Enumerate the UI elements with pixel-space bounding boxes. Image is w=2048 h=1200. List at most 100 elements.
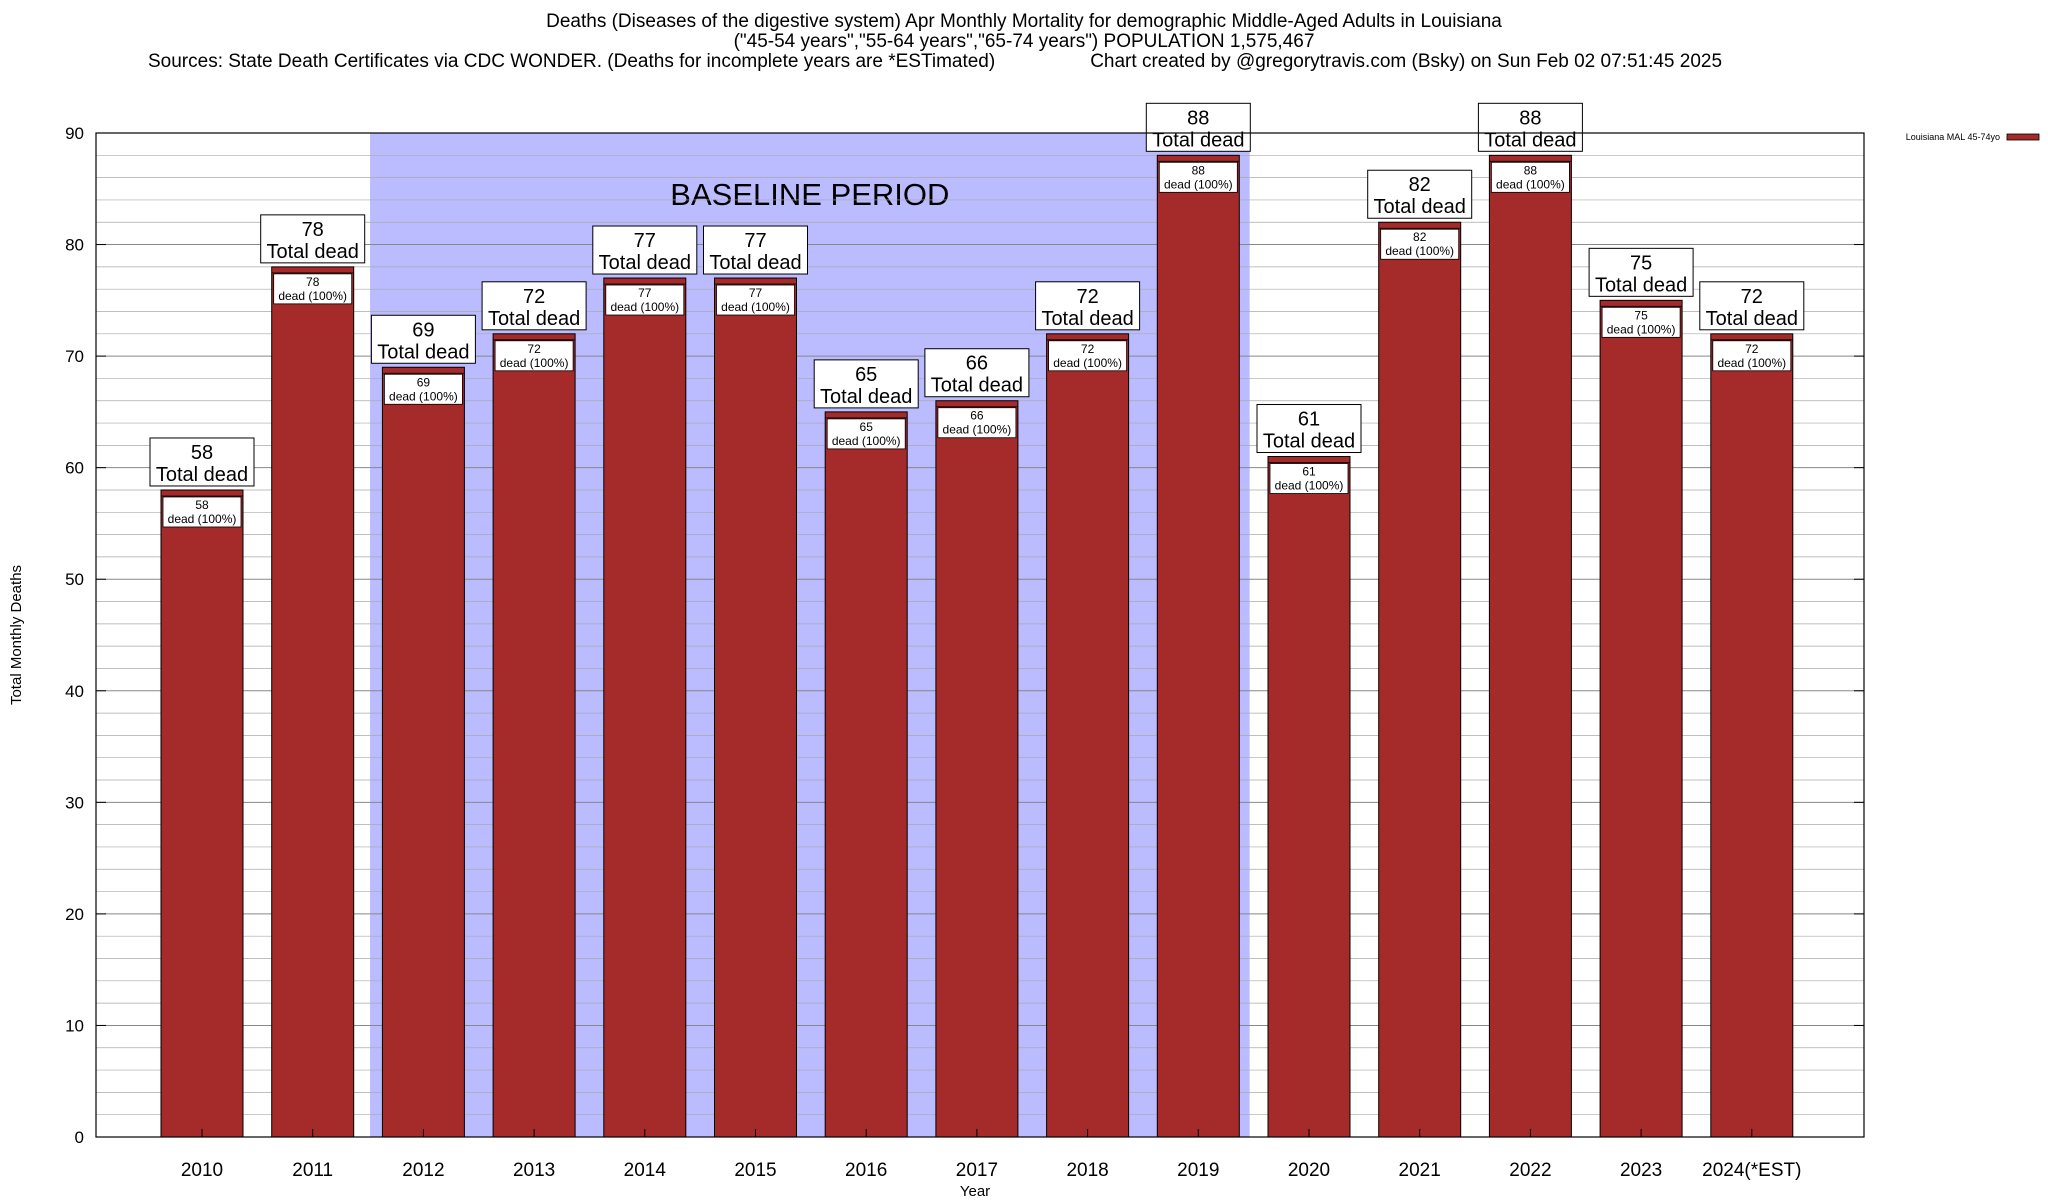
bar-inner-suffix: dead (100%): [1164, 177, 1233, 191]
bar-top-value: 88: [1187, 107, 1209, 129]
y-tick-label: 50: [65, 570, 84, 589]
x-tick-label: 2014: [624, 1160, 667, 1181]
bar-top-value: 77: [744, 230, 766, 252]
bar-top-value: 78: [302, 219, 324, 241]
sources-line: Sources: State Death Certificates via CD…: [0, 52, 2048, 72]
bar-inner-value: 72: [527, 342, 541, 356]
bar-inner-label-box: [383, 373, 463, 405]
x-axis-label: Year: [960, 1183, 990, 1200]
bar-inner-value: 65: [860, 420, 874, 434]
chart-subtitle: ("45-54 years","55-64 years","65-74 year…: [733, 31, 1315, 52]
bar-top-label-box: [260, 214, 366, 264]
bar-inner-suffix: dead (100%): [610, 300, 679, 314]
y-tick-label: 10: [65, 1016, 84, 1035]
bar-inner-suffix: dead (100%): [832, 434, 901, 448]
bar-top-value: 69: [412, 319, 434, 341]
baseline-period-label: BASELINE PERIOD: [670, 177, 949, 212]
x-tick-label: 2023: [1620, 1160, 1662, 1181]
bar-top-value: 75: [1630, 252, 1652, 274]
bar-top-label-box: [924, 348, 1030, 398]
bar-top-suffix: Total dead: [267, 241, 359, 263]
bar-top-label-box: [1256, 404, 1362, 454]
x-tick-label: 2019: [1177, 1160, 1219, 1181]
bar-top-suffix: Total dead: [377, 341, 469, 363]
y-tick-label: 60: [65, 459, 84, 478]
bar-inner-suffix: dead (100%): [1275, 479, 1344, 493]
bar-top-label-box: [1477, 102, 1583, 152]
bar-inner-label-box: [1269, 463, 1349, 494]
bar: [1156, 154, 1240, 1138]
bar-inner-value: 88: [1524, 163, 1538, 177]
bar-inner-label-box: [1601, 306, 1681, 338]
bar-top-label-box: [813, 359, 919, 409]
x-tick-label: 2020: [1288, 1160, 1330, 1181]
bar-inner-label-box: [1048, 340, 1127, 372]
x-tick-label: 2010: [181, 1160, 223, 1181]
bar-top-suffix: Total dead: [1041, 308, 1133, 330]
bar-inner-suffix: dead (100%): [1053, 356, 1122, 370]
bar-inner-value: 72: [1745, 342, 1759, 356]
bar-inner-value: 88: [1192, 163, 1206, 177]
bar-inner-label-box: [716, 284, 795, 316]
bar-top-suffix: Total dead: [709, 252, 801, 274]
bar-top-label-box: [149, 437, 255, 487]
chart-title: Deaths (Diseases of the digestive system…: [546, 11, 1502, 32]
bar-top-value: 58: [191, 442, 213, 464]
bar-inner-value: 69: [417, 375, 431, 389]
bar-top-value: 72: [1741, 286, 1763, 308]
bar-top-value: 65: [855, 364, 877, 386]
y-tick-label: 30: [65, 793, 84, 812]
bar: [935, 400, 1019, 1138]
bar-inner-suffix: dead (100%): [168, 512, 237, 526]
bar-top-suffix: Total dead: [931, 375, 1023, 397]
bar-inner-value: 77: [638, 286, 652, 300]
bar-top-suffix: Total dead: [156, 464, 248, 486]
x-tick-label: 2015: [734, 1160, 776, 1181]
bar-top-label-box: [481, 281, 587, 331]
x-tick-label: 2022: [1509, 1160, 1551, 1181]
bar-top-suffix: Total dead: [1263, 431, 1355, 453]
bar-inner-suffix: dead (100%): [1717, 356, 1786, 370]
bar-inner-label-box: [937, 407, 1017, 439]
y-tick-label: 40: [65, 682, 84, 701]
bar-top-suffix: Total dead: [1152, 129, 1244, 151]
bar-inner-label-box: [494, 340, 574, 372]
bar-inner-value: 75: [1634, 308, 1648, 322]
bar-top-label-box: [1588, 247, 1694, 297]
bar-top-label-box: [370, 314, 476, 364]
bar-top-label-box: [703, 225, 808, 275]
bar-inner-suffix: dead (100%): [1607, 322, 1676, 336]
x-tick-label: 2017: [956, 1160, 998, 1181]
y-tick-label: 90: [65, 124, 84, 143]
bar-top-value: 72: [523, 286, 545, 308]
bar-inner-value: 66: [970, 409, 984, 423]
bar-inner-value: 58: [195, 498, 209, 512]
bar: [714, 277, 797, 1138]
bar-top-label-box: [1035, 281, 1141, 331]
sources-text: Sources: State Death Certificates via CD…: [148, 51, 996, 72]
bar-top-suffix: Total dead: [488, 308, 580, 330]
bar-inner-value: 61: [1302, 465, 1316, 479]
y-tick-label: 70: [65, 347, 84, 366]
title-block: Deaths (Diseases of the digestive system…: [0, 12, 2048, 72]
x-tick-label: 2013: [513, 1160, 555, 1181]
bar-inner-label-box: [1158, 161, 1238, 193]
x-tick-label: 2012: [402, 1160, 444, 1181]
bar-inner-value: 72: [1081, 342, 1095, 356]
legend-swatch: [2006, 133, 2040, 141]
bar-top-value: 72: [1076, 286, 1098, 308]
bar: [1267, 456, 1351, 1138]
y-tick-label: 80: [65, 236, 84, 255]
bar-inner-label-box: [1380, 228, 1460, 260]
x-tick-label: 2021: [1399, 1160, 1441, 1181]
bar-inner-label-box: [605, 284, 685, 316]
bar: [492, 333, 576, 1138]
bar-inner-value: 78: [306, 275, 320, 289]
bar-inner-suffix: dead (100%): [278, 289, 347, 303]
bar-top-value: 66: [966, 353, 988, 375]
bar: [1599, 299, 1683, 1138]
credit-text: Chart created by @gregorytravis.com (Bsk…: [1090, 51, 1723, 72]
bar-top-value: 77: [634, 230, 656, 252]
x-tick-label: 2018: [1066, 1160, 1108, 1181]
